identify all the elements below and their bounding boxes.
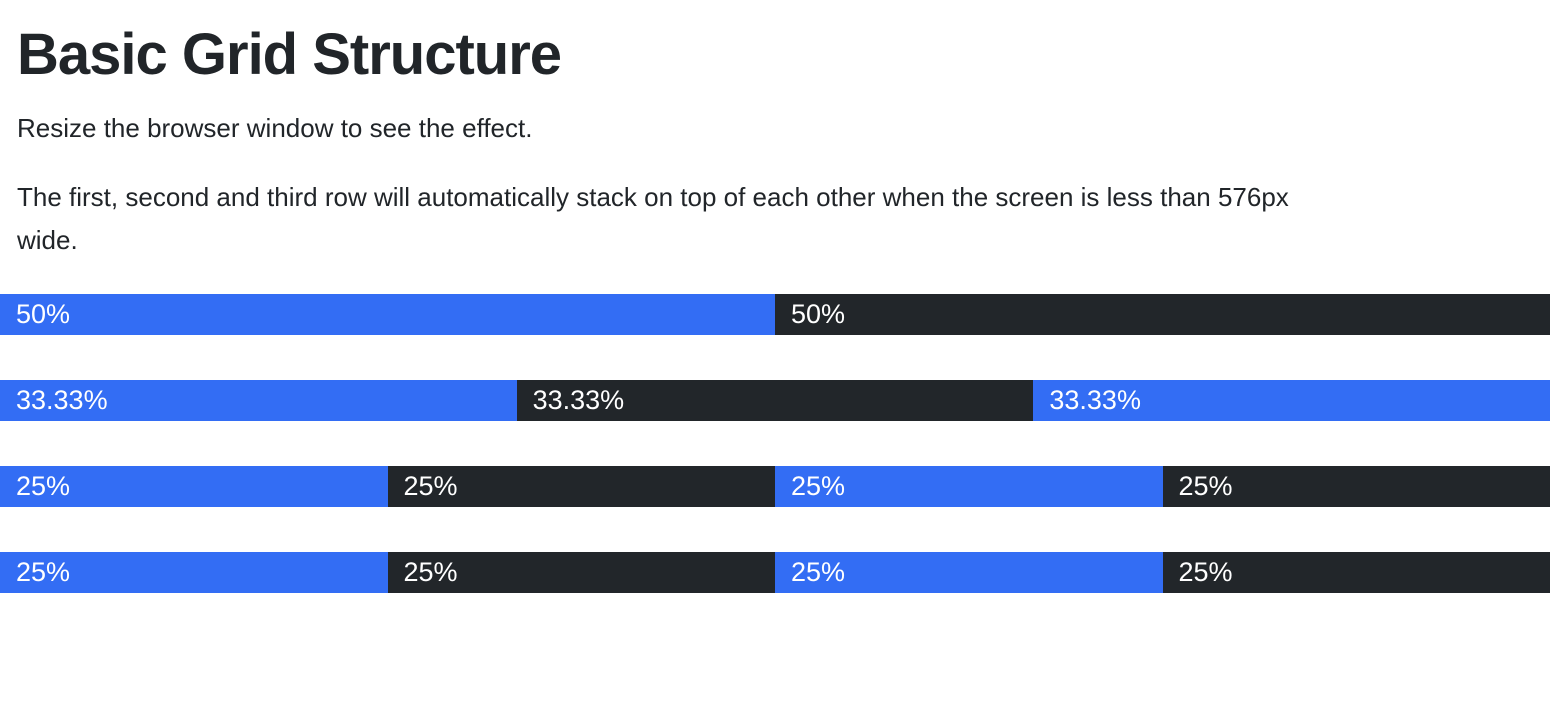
intro-paragraph-stack: The first, second and third row will aut…	[17, 176, 1533, 262]
grid-cell: 33.33%	[0, 380, 517, 421]
grid-row-2: 33.33%33.33%33.33%	[0, 380, 1550, 421]
grid-demo: 50%50%33.33%33.33%33.33%25%25%25%25%25%2…	[0, 294, 1550, 593]
grid-cell: 25%	[775, 552, 1163, 593]
grid-cell: 25%	[388, 552, 776, 593]
grid-cell: 25%	[388, 466, 776, 507]
page: Basic Grid Structure Resize the browser …	[0, 22, 1550, 593]
grid-cell: 33.33%	[517, 380, 1034, 421]
grid-cell: 25%	[1163, 466, 1550, 507]
grid-cell: 25%	[0, 466, 388, 507]
grid-row-1: 50%50%	[0, 294, 1550, 335]
intro-section: Basic Grid Structure Resize the browser …	[0, 22, 1550, 262]
grid-cell: 33.33%	[1033, 380, 1550, 421]
grid-cell: 25%	[775, 466, 1163, 507]
grid-cell: 25%	[0, 552, 388, 593]
grid-cell: 25%	[1163, 552, 1550, 593]
grid-row-3: 25%25%25%25%	[0, 466, 1550, 507]
grid-cell: 50%	[775, 294, 1550, 335]
intro-paragraph-resize: Resize the browser window to see the eff…	[17, 107, 1533, 150]
grid-row-4: 25%25%25%25%	[0, 552, 1550, 593]
intro-paragraph-stack-line1: The first, second and third row will aut…	[17, 182, 1289, 212]
page-title: Basic Grid Structure	[17, 22, 1533, 89]
intro-paragraph-stack-line2: wide.	[17, 225, 78, 255]
grid-cell: 50%	[0, 294, 775, 335]
